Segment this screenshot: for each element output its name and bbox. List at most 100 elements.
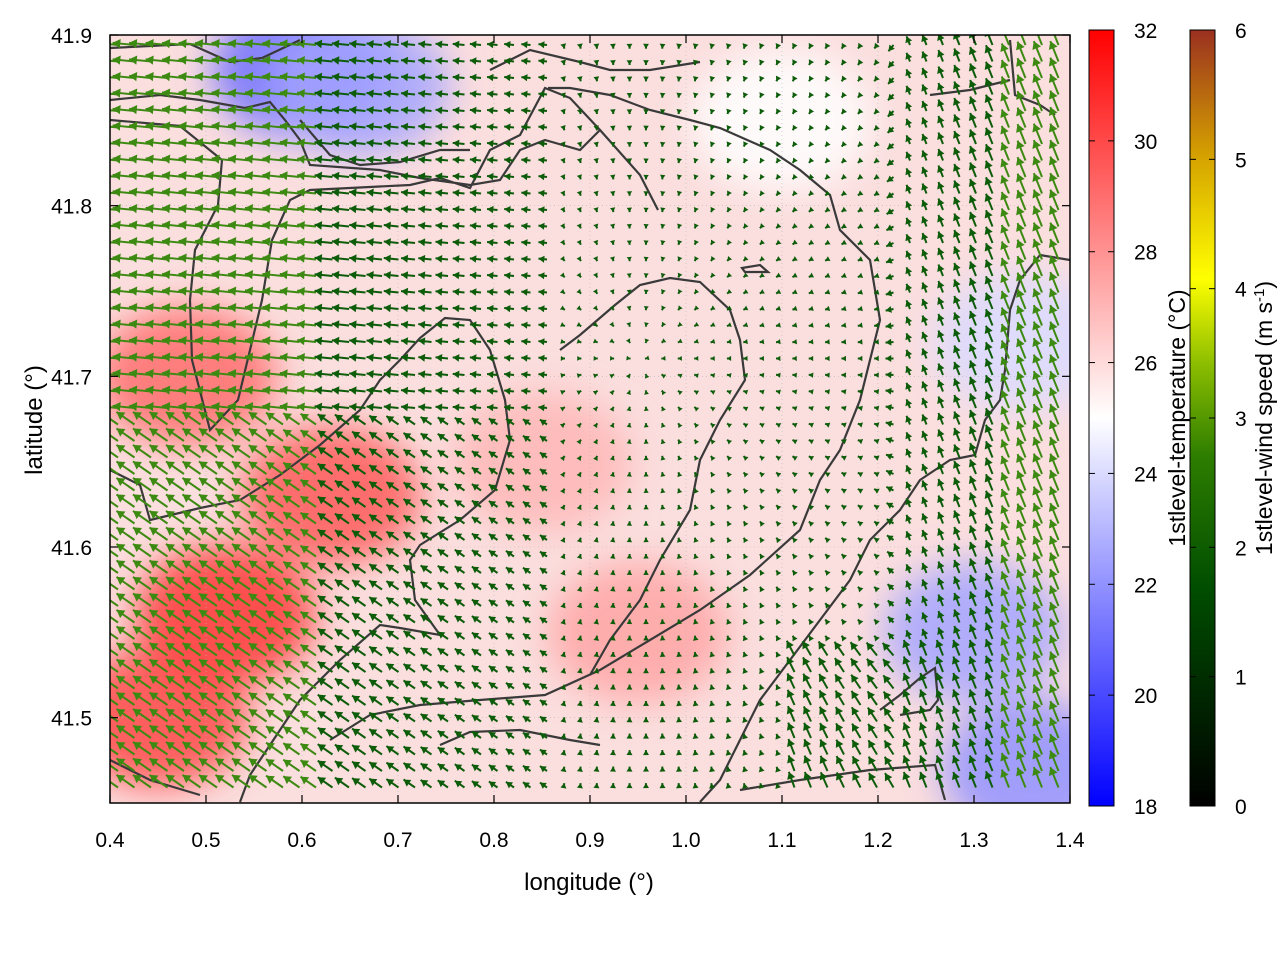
wind-arrow [402,580,416,591]
wind-arrow [211,154,234,164]
wind-arrow [905,101,913,112]
wind-arrow [437,498,449,508]
wind-arrow [968,591,977,607]
wind-arrow [165,460,185,475]
wind-arrow [402,696,416,706]
wind-arrow [693,406,700,412]
wind-arrow [331,303,350,313]
wind-arrow [488,764,499,772]
wind-arrow [834,673,845,690]
wind-arrow [522,451,532,459]
wind-arrow [282,494,301,508]
wind-arrow [873,42,880,50]
wind-arrow [824,173,831,180]
wind-arrow [314,105,333,115]
wind-arrow [676,92,683,98]
wind-arrow [841,239,847,246]
wind-arrow [873,635,880,642]
wind-arrow [244,88,267,98]
wind-arrow [742,422,749,428]
wind-arrow [145,385,168,395]
wind-arrow [437,564,449,574]
wind-arrow [314,122,333,131]
wind-arrow [299,709,317,723]
wind-arrow [538,173,548,181]
wind-arrow [968,541,977,557]
contour-line [489,48,701,72]
wind-arrow [742,305,749,311]
wind-arrow [1000,538,1010,557]
wind-arrow [228,88,251,98]
wind-arrow [576,305,582,311]
plot-area [110,35,1070,803]
wind-arrow [262,237,284,247]
wind-arrow [198,609,218,624]
wind-arrow [471,450,482,459]
wind-arrow [968,442,977,458]
wind-arrow [400,370,416,379]
x-tick-label: 0.6 [287,829,316,852]
wind-arrow [775,92,782,99]
wind-arrow [968,574,977,590]
wind-arrow [840,586,847,593]
wind-arrow [385,481,400,492]
wind-arrow [850,657,862,673]
wind-arrow [660,521,666,527]
wind-arrow [808,322,814,328]
wind-arrow [709,141,716,147]
wind-arrow [921,282,929,293]
wind-arrow [383,386,399,395]
wind-arrow [178,269,201,280]
wind-arrow [937,445,945,458]
wind-arrow [1000,290,1010,310]
wind-arrow [677,471,683,478]
wind-arrow [366,353,383,362]
wind-arrow [953,81,961,95]
wind-arrow [825,355,830,362]
wind-arrow [211,38,234,49]
wind-arrow [471,615,482,624]
wind-arrow [297,402,317,412]
wind-arrow [282,626,301,640]
wind-arrow [129,236,152,247]
wind-arrow [886,534,895,542]
wind-arrow [211,170,234,181]
wind-arrow [538,354,548,362]
wind-arrow [435,189,449,197]
wind-arrow [368,447,383,459]
wind-arrow [351,496,367,508]
wind-arrow [593,553,599,560]
wind-arrow [775,206,782,213]
wind-arrow [454,598,466,607]
wind-arrow [593,668,600,674]
wind-arrow [469,354,482,362]
wind-arrow [819,739,829,755]
wind-arrow [937,346,945,359]
wind-arrow [593,521,599,527]
wind-arrow [905,613,913,623]
wind-arrow [659,602,666,608]
wind-arrow [132,493,152,508]
wind-arrow [921,117,929,128]
wind-arrow [576,700,583,707]
wind-arrow [841,305,847,312]
wind-arrow [195,88,218,98]
wind-arrow [148,543,169,558]
wind-arrow [437,482,449,492]
wind-arrow [951,722,961,739]
wind-arrow [792,355,797,362]
wind-arrow [560,782,567,789]
wind-arrow [968,162,977,178]
wind-arrow [1000,109,1010,128]
wind-arrow [522,748,532,756]
wind-arrow [693,256,699,262]
wind-arrow [1016,90,1027,112]
wind-arrow [835,739,845,755]
wind-arrow [1048,667,1060,689]
wind-arrow [775,322,781,328]
wind-arrow [1016,437,1027,458]
wind-arrow [873,124,880,131]
wind-arrow [851,755,862,772]
wind-arrow [791,124,798,131]
